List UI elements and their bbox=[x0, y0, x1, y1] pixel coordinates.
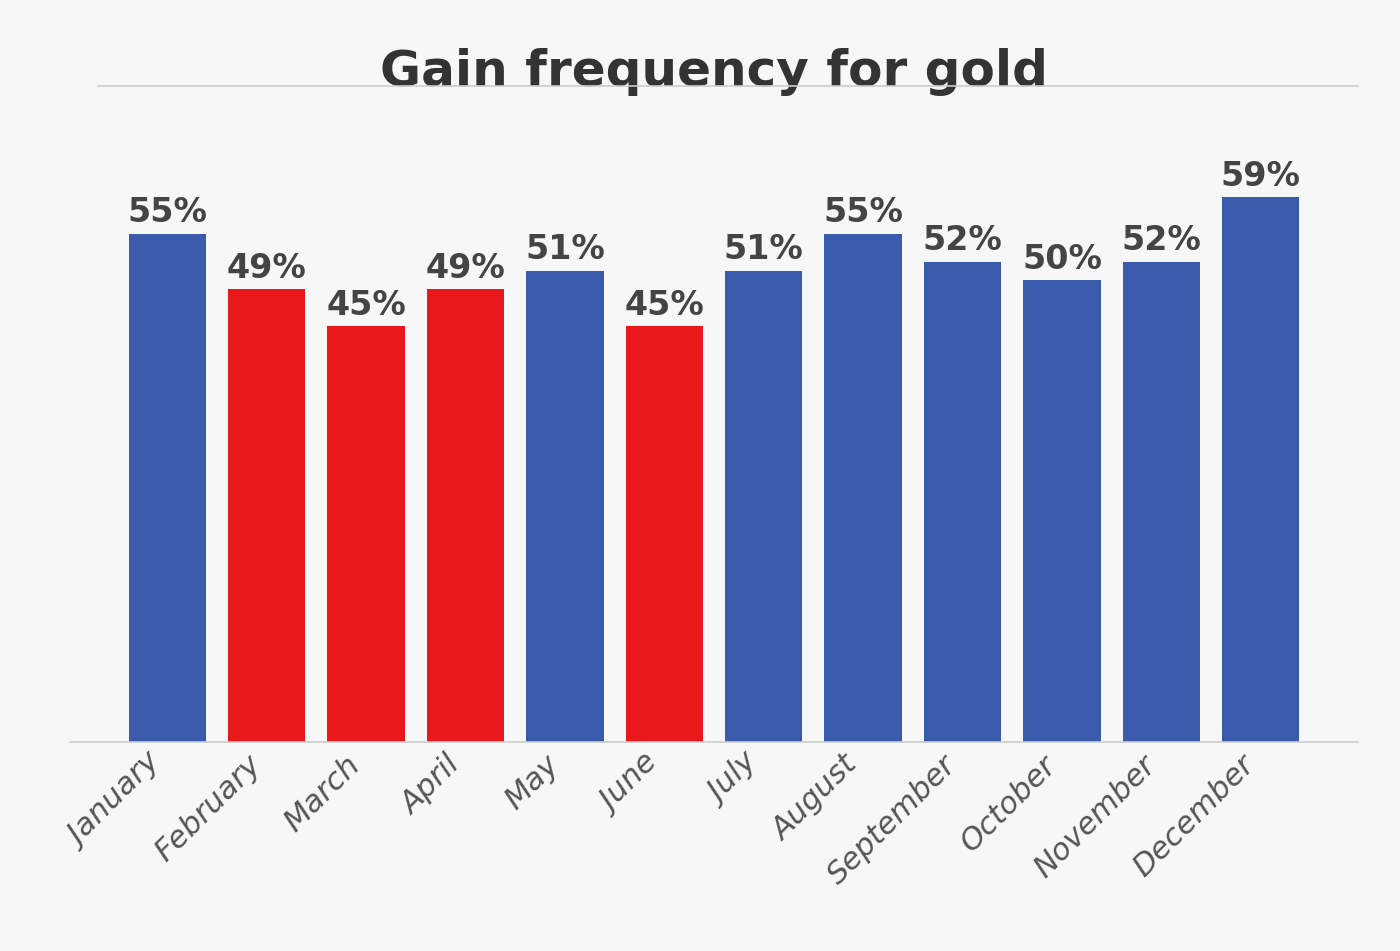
Text: 49%: 49% bbox=[426, 252, 505, 285]
Bar bbox=[1222, 197, 1299, 742]
Text: 55%: 55% bbox=[127, 197, 207, 229]
Bar bbox=[924, 262, 1001, 742]
Text: 51%: 51% bbox=[724, 233, 804, 266]
Bar bbox=[825, 234, 902, 742]
Bar bbox=[427, 289, 504, 742]
Text: 45%: 45% bbox=[624, 289, 704, 321]
Text: 45%: 45% bbox=[326, 289, 406, 321]
Bar bbox=[725, 271, 802, 742]
Text: 52%: 52% bbox=[923, 224, 1002, 257]
Text: 49%: 49% bbox=[227, 252, 307, 285]
Title: Gain frequency for gold: Gain frequency for gold bbox=[379, 49, 1049, 96]
Bar bbox=[328, 326, 405, 742]
Text: 52%: 52% bbox=[1121, 224, 1201, 257]
Bar bbox=[1123, 262, 1200, 742]
Bar bbox=[1023, 281, 1100, 742]
Text: 55%: 55% bbox=[823, 197, 903, 229]
Bar bbox=[626, 326, 703, 742]
Bar bbox=[228, 289, 305, 742]
Bar bbox=[526, 271, 603, 742]
Text: 59%: 59% bbox=[1221, 160, 1301, 192]
Text: 50%: 50% bbox=[1022, 243, 1102, 276]
Bar bbox=[129, 234, 206, 742]
Text: 51%: 51% bbox=[525, 233, 605, 266]
